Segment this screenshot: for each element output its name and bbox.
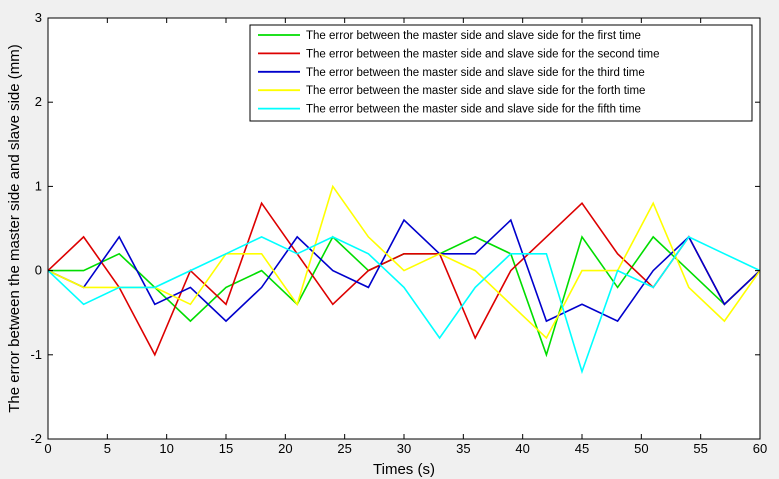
x-tick-label: 60 <box>753 441 767 456</box>
y-axis-label: The error between the master side and sl… <box>6 44 23 413</box>
x-tick-label: 15 <box>219 441 233 456</box>
x-tick-label: 40 <box>515 441 529 456</box>
x-tick-label: 45 <box>575 441 589 456</box>
legend-label-2: The error between the master side and sl… <box>306 48 660 60</box>
legend-label-3: The error between the master side and sl… <box>306 67 645 79</box>
x-tick-label: 55 <box>693 441 707 456</box>
x-tick-label: 35 <box>456 441 470 456</box>
x-tick-label: 25 <box>337 441 351 456</box>
x-tick-label: 5 <box>104 441 111 456</box>
x-tick-label: 20 <box>278 441 292 456</box>
series-line-3 <box>47 218 761 323</box>
tick-layer: 0 5 10 15 20 25 30 35 40 45 50 55 60 -2 -1 0 1 2 3 <box>30 10 767 456</box>
x-tick-label: 30 <box>397 441 411 456</box>
legend-label-5: The error between the master side and sl… <box>306 104 641 116</box>
legend-label-1: The error between the master side and sl… <box>306 30 641 42</box>
legend: The error between the master side and sl… <box>249 24 753 122</box>
y-tick-label: 0 <box>35 263 42 278</box>
y-tick-label: 3 <box>35 10 42 25</box>
series-line-2 <box>47 201 761 357</box>
y-tick-label: -1 <box>30 347 42 362</box>
x-tick-label: 50 <box>634 441 648 456</box>
y-tick-label: -2 <box>30 431 42 446</box>
x-tick-label: 0 <box>44 441 51 456</box>
legend-label-4: The error between the master side and sl… <box>306 85 645 97</box>
series-line-5 <box>47 235 761 375</box>
series-line-4 <box>47 184 761 340</box>
x-tick-label: 10 <box>159 441 173 456</box>
legend-box <box>249 24 753 122</box>
series-layer <box>47 184 761 375</box>
x-axis-label: Times (s) <box>373 461 435 478</box>
y-tick-label: 1 <box>35 178 42 193</box>
y-tick-label: 2 <box>35 94 42 109</box>
